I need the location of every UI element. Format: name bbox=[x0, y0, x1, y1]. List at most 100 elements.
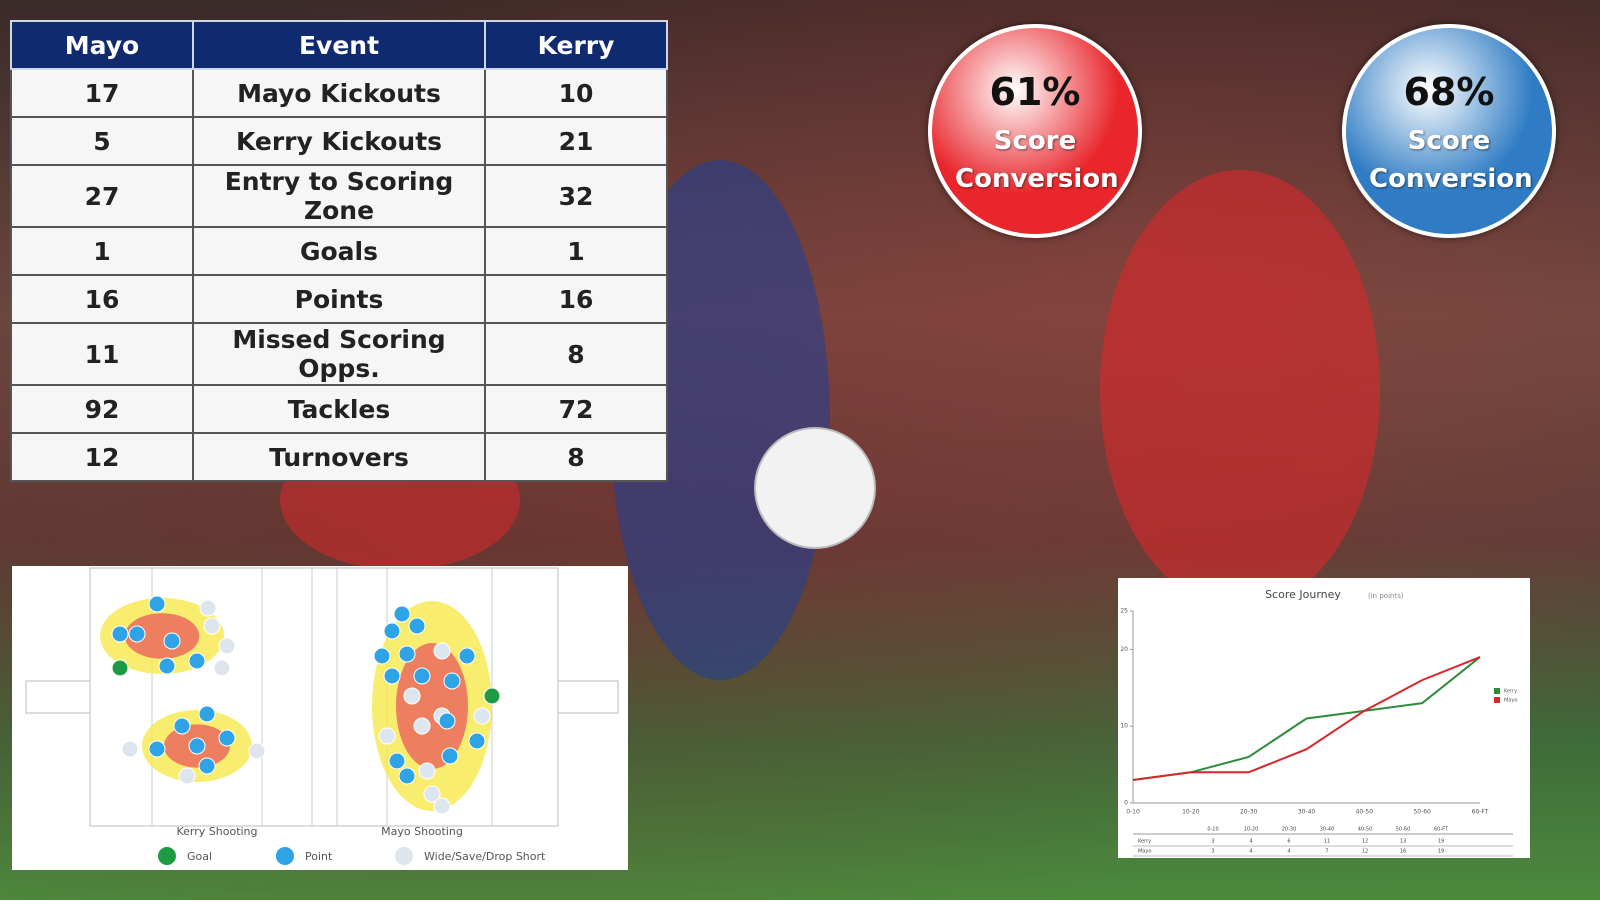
shot-dot bbox=[383, 622, 401, 640]
header-row: Mayo Event Kerry bbox=[10, 20, 668, 70]
table-cell: 12 bbox=[10, 432, 194, 482]
shot-dot bbox=[441, 747, 459, 765]
shot-dot bbox=[173, 717, 191, 735]
table-cell: Turnovers bbox=[192, 432, 486, 482]
shooting-label: Kerry Shooting bbox=[176, 825, 257, 838]
shot-dot bbox=[218, 637, 236, 655]
table-cell: Points bbox=[192, 274, 486, 324]
shot-dot bbox=[468, 732, 486, 750]
x-tick-label: 50-60 bbox=[1413, 809, 1431, 816]
legend-swatch bbox=[158, 847, 176, 865]
x-tick-label: 10-20 bbox=[1182, 809, 1200, 816]
shot-dot bbox=[163, 632, 181, 650]
table-cell: Goals bbox=[192, 226, 486, 276]
legend-swatch bbox=[1494, 688, 1500, 694]
stats-table: Mayo Event Kerry 17 Mayo Kickouts 10 5 Kerry K… bbox=[10, 20, 668, 482]
goal-area bbox=[557, 680, 619, 714]
x-tick-label: 30-40 bbox=[1298, 809, 1316, 816]
shot-dot bbox=[408, 617, 426, 635]
x-tick-label: 20-30 bbox=[1240, 809, 1258, 816]
header-cell: Event bbox=[192, 20, 486, 70]
table-value: 7 bbox=[1325, 849, 1328, 855]
conversion-circle: 68% Score Conversion bbox=[1342, 24, 1556, 238]
table-cell: 10 bbox=[484, 68, 668, 118]
conversion-caption: Score Conversion bbox=[1369, 126, 1533, 194]
score-journey-panel: Score Journey (in points) 0 10 20 25 0-10 10-20… bbox=[1118, 578, 1530, 858]
conversion-value: 61% bbox=[989, 70, 1081, 114]
table-cell: 72 bbox=[484, 384, 668, 434]
table-row: 5 Kerry Kickouts 21 bbox=[10, 116, 668, 166]
table-value: 12 bbox=[1362, 849, 1368, 855]
table-header: 20-30 bbox=[1282, 827, 1297, 833]
shot-dot bbox=[458, 647, 476, 665]
shooting-chart: Kerry Shooting Mayo Shooting Goal Point Wide… bbox=[25, 567, 619, 865]
table-value: 11 bbox=[1324, 839, 1330, 845]
y-tick-label: 10 bbox=[1120, 723, 1128, 730]
table-value: 4 bbox=[1287, 849, 1290, 855]
shot-dot bbox=[148, 740, 166, 758]
table-value: 4 bbox=[1249, 839, 1252, 845]
table-value: 16 bbox=[1400, 849, 1406, 855]
table-cell: 17 bbox=[10, 68, 194, 118]
table-value: 3 bbox=[1211, 839, 1214, 845]
table-row: 92 Tackles 72 bbox=[10, 384, 668, 434]
shot-dot bbox=[378, 727, 396, 745]
table-header: 40-50 bbox=[1358, 827, 1373, 833]
table-header: 30-40 bbox=[1320, 827, 1335, 833]
table-row: 11 Missed Scoring Opps. 8 bbox=[10, 322, 668, 386]
x-tick-label: 0-10 bbox=[1126, 809, 1140, 816]
table-value: 19 bbox=[1438, 849, 1444, 855]
table-value: 13 bbox=[1400, 839, 1406, 845]
y-tick-label: 25 bbox=[1120, 608, 1128, 615]
score-journey-chart: Score Journey (in points) 0 10 20 25 0-10 10-20… bbox=[1120, 588, 1517, 857]
shot-dot bbox=[473, 707, 491, 725]
series-line bbox=[1132, 656, 1481, 781]
table-cell: 32 bbox=[484, 164, 668, 228]
table-cell: Kerry Kickouts bbox=[192, 116, 486, 166]
shot-dot bbox=[178, 767, 196, 785]
shooting-label: Mayo Shooting bbox=[381, 825, 463, 838]
table-cell: 8 bbox=[484, 322, 668, 386]
shot-dot bbox=[483, 687, 501, 705]
shot-dot bbox=[443, 672, 461, 690]
table-header: 60-FT bbox=[1434, 827, 1449, 833]
shot-dot bbox=[413, 667, 431, 685]
shot-dot bbox=[433, 642, 451, 660]
table-value: 12 bbox=[1362, 839, 1368, 845]
heat-zone bbox=[124, 613, 200, 659]
table-header: 50-60 bbox=[1396, 827, 1411, 833]
table-value: 4 bbox=[1249, 849, 1252, 855]
legend-swatch bbox=[1494, 697, 1500, 703]
shot-dot bbox=[148, 595, 166, 613]
shot-dot bbox=[423, 785, 441, 803]
table-cell: 92 bbox=[10, 384, 194, 434]
table-header: 10-20 bbox=[1244, 827, 1259, 833]
shot-dot bbox=[393, 605, 411, 623]
table-cell: 16 bbox=[10, 274, 194, 324]
shot-dot bbox=[128, 625, 146, 643]
shot-dot bbox=[248, 742, 266, 760]
chart-subtitle: (in points) bbox=[1368, 592, 1404, 600]
shot-dot bbox=[403, 687, 421, 705]
table-row-label: Kerry bbox=[1138, 839, 1151, 845]
legend-label: Goal bbox=[187, 850, 212, 863]
table-row: 16 Points 16 bbox=[10, 274, 668, 324]
table-row-label: Mayo bbox=[1138, 849, 1151, 855]
shot-dot bbox=[398, 767, 416, 785]
legend-swatch bbox=[276, 847, 294, 865]
legend-label: Point bbox=[305, 850, 333, 863]
shot-dot bbox=[398, 645, 416, 663]
table-row: 17 Mayo Kickouts 10 bbox=[10, 68, 668, 118]
shot-dot bbox=[388, 752, 406, 770]
table-cell: 16 bbox=[484, 274, 668, 324]
shot-dot bbox=[203, 617, 221, 635]
shot-dot bbox=[111, 659, 129, 677]
shot-dot bbox=[383, 667, 401, 685]
table-header: 0-10 bbox=[1207, 827, 1218, 833]
shot-dot bbox=[158, 657, 176, 675]
shot-dot bbox=[433, 797, 451, 815]
legend-label: Wide/Save/Drop Short bbox=[424, 850, 546, 863]
shooting-panel: Kerry Shooting Mayo Shooting Goal Point Wide… bbox=[12, 566, 628, 870]
